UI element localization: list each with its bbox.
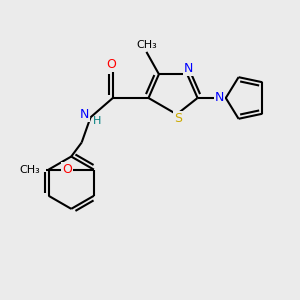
Text: N: N [214,92,224,104]
Text: CH₃: CH₃ [136,40,157,50]
Text: CH₃: CH₃ [19,165,40,175]
Text: H: H [93,116,101,126]
Text: N: N [184,62,193,75]
Text: O: O [62,163,72,176]
Text: S: S [174,112,182,125]
Text: O: O [106,58,116,71]
Text: N: N [80,108,89,122]
